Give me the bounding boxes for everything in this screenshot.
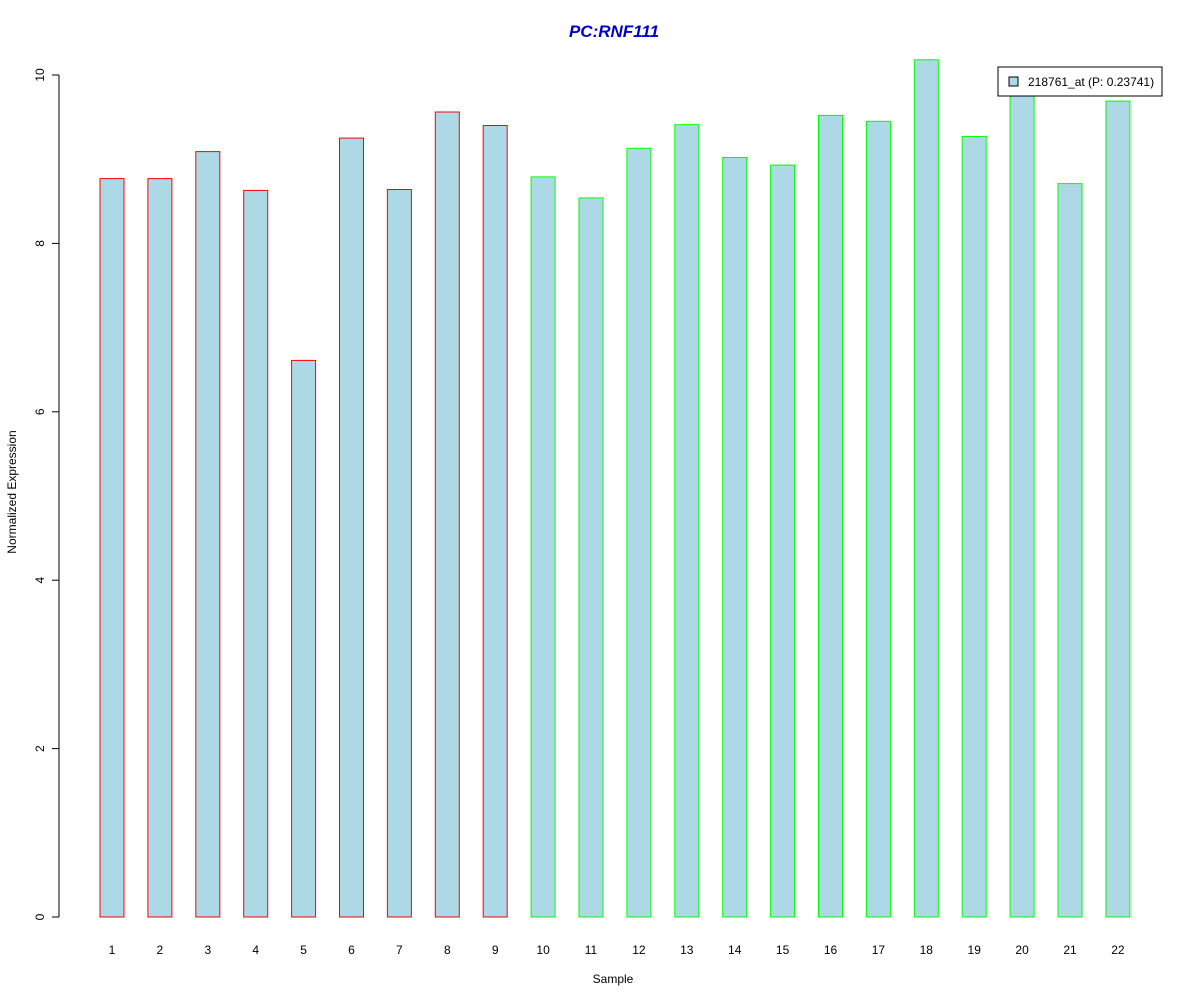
bar-sample-11 [578,197,604,918]
x-tick-label: 15 [776,943,790,957]
x-tick-label: 3 [204,943,211,957]
chart-title: PC:RNF111 [569,22,659,41]
x-axis-label: Sample [593,972,634,986]
bar-sample-17 [865,120,891,918]
bar-sample-20 [1009,87,1035,918]
bar-sample-15 [770,164,796,918]
bar-sample-4 [243,189,269,918]
bar-sample-6 [339,137,364,918]
bar-sample-22 [1105,100,1131,918]
x-tick-label: 6 [348,943,355,957]
bar-sample-2 [147,178,173,918]
x-tick-label: 14 [728,943,742,957]
y-axis: 0 2 4 6 8 10 [33,68,60,920]
x-tick-label: 17 [872,943,886,957]
y-tick-label: 8 [33,240,47,247]
bar-sample-9 [482,125,508,918]
bar-sample-12 [626,147,652,918]
x-tick-labels: 1 2 3 4 5 6 7 8 9 10 11 12 13 14 15 16 17 18 19 20 21 22 [109,943,1125,957]
bar-sample-10 [530,176,556,918]
x-tick-label: 22 [1111,943,1125,957]
x-tick-label: 18 [920,943,934,957]
y-tick-label: 6 [33,408,47,415]
bar-sample-1 [99,178,125,918]
x-tick-label: 1 [109,943,116,957]
bars [99,59,1131,918]
x-tick-label: 8 [444,943,451,957]
x-tick-label: 20 [1015,943,1029,957]
y-axis-label: Normalized Expression [5,430,19,553]
y-tick-label: 4 [33,577,47,584]
bar-sample-7 [386,189,412,918]
bar-sample-13 [674,124,700,918]
x-tick-label: 12 [632,943,646,957]
x-tick-label: 9 [492,943,499,957]
x-tick-label: 7 [396,943,403,957]
y-tick-label: 10 [33,68,47,82]
x-tick-label: 11 [585,943,598,957]
x-tick-label: 13 [680,943,694,957]
x-tick-label: 5 [300,943,307,957]
bar-sample-19 [961,136,987,918]
x-tick-label: 2 [157,943,164,957]
bar-sample-21 [1057,183,1083,918]
bar-sample-14 [722,157,748,918]
x-tick-label: 4 [252,943,259,957]
bar-sample-3 [195,151,221,918]
bar-sample-8 [434,111,460,918]
legend-box [997,66,1163,97]
x-tick-label: 21 [1063,943,1077,957]
x-tick-label: 16 [824,943,838,957]
legend-swatch [1008,76,1019,87]
bar-sample-18 [913,59,939,918]
legend: 218761_at (P: 0.23741) [997,66,1163,97]
y-tick-label: 2 [33,745,47,752]
legend-label: 218761_at (P: 0.23741) [1028,75,1154,89]
bar-sample-5 [291,359,317,918]
x-tick-label: 10 [536,943,550,957]
y-tick-label: 0 [33,913,47,920]
bar-sample-16 [818,114,843,918]
x-tick-label: 19 [968,943,982,957]
